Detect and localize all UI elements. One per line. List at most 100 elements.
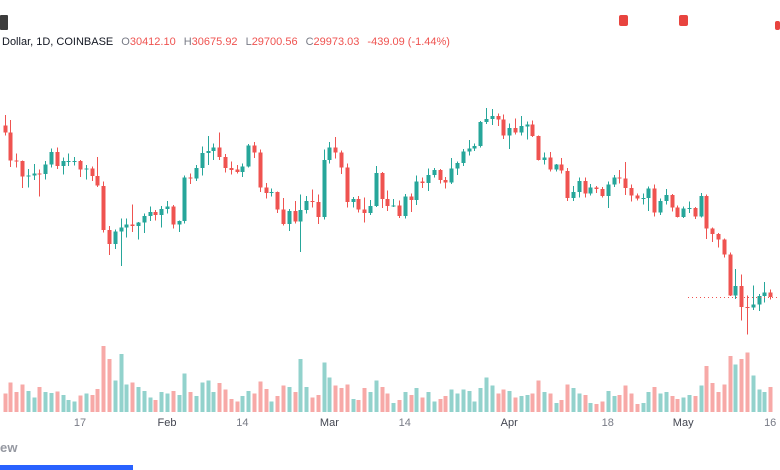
volume-bar <box>310 397 315 412</box>
volume-bar <box>455 393 460 412</box>
candle-body <box>182 177 187 221</box>
volume-bar <box>275 396 280 412</box>
volume-bar <box>235 401 240 412</box>
close-value: 29973.03 <box>313 36 360 48</box>
volume-bar <box>49 392 54 412</box>
candle-body <box>716 233 721 240</box>
candle-body <box>385 199 390 206</box>
candle-body <box>374 172 379 206</box>
volume-bar <box>206 380 211 412</box>
candle-body <box>368 206 373 214</box>
candle-body <box>449 168 454 183</box>
volume-bar <box>635 404 640 412</box>
candle-body <box>525 124 530 127</box>
candle-body <box>414 181 419 201</box>
candle-body <box>542 157 547 160</box>
volume-bar <box>142 390 147 412</box>
candle-body <box>275 192 280 210</box>
volume-bar <box>240 396 245 412</box>
volume-bar <box>646 392 651 412</box>
volume-bar <box>252 393 257 412</box>
volume-bar <box>623 385 628 412</box>
volume-bar <box>699 385 704 412</box>
volume-bar <box>461 389 466 412</box>
candle-body <box>472 145 477 149</box>
ohlc-close: C 29973.03 <box>306 36 360 48</box>
volume-bar <box>548 393 553 412</box>
candle-body <box>142 216 147 223</box>
time-axis-label: 16 <box>764 417 777 429</box>
volume-bar <box>345 384 350 412</box>
candle-body <box>513 127 518 133</box>
volume-bar <box>211 392 216 412</box>
volume-bar <box>467 390 472 412</box>
candle-body <box>762 292 767 296</box>
volume-bar <box>269 401 274 412</box>
volume-bar <box>374 380 379 412</box>
candle-body <box>710 228 715 234</box>
volume-bar <box>136 386 141 412</box>
candle-body <box>351 199 356 202</box>
candle-body <box>14 160 19 162</box>
low-label: L <box>245 36 252 48</box>
volume-bar <box>403 392 408 412</box>
candle-body <box>153 212 158 215</box>
ohlc-low: L 29700.56 <box>246 36 298 48</box>
candle-body <box>235 169 240 172</box>
time-axis-label: Mar <box>319 417 339 429</box>
candle-body <box>37 173 42 175</box>
candle-body <box>554 164 559 170</box>
volume-bar <box>629 393 634 412</box>
candle-body <box>84 168 89 170</box>
candle-body <box>269 192 274 193</box>
volume-bar <box>322 362 327 412</box>
candle-body <box>699 196 704 217</box>
candle-body <box>548 157 553 170</box>
time-axis-label: Feb <box>157 417 177 429</box>
volume-bar <box>293 392 298 412</box>
volume-bar <box>733 364 738 412</box>
volume-bar <box>519 396 524 412</box>
candle-body <box>211 147 216 152</box>
volume-bar <box>658 393 663 412</box>
volume-bar <box>264 388 269 412</box>
symbol-title[interactable]: Dollar, 1D, COINBASE <box>2 36 114 48</box>
candle-body <box>565 170 570 199</box>
candle-body <box>200 153 205 169</box>
time-axis[interactable]: 17 Feb 14 Mar 14 Apr 18 May 16 <box>0 417 780 431</box>
candle-body <box>426 174 431 184</box>
volume-bar <box>66 400 71 412</box>
candle-body <box>258 152 263 188</box>
volume-bar <box>577 393 582 412</box>
high-value: 30675.92 <box>191 36 238 48</box>
high-label: H <box>183 36 192 48</box>
volume-bar <box>90 394 95 412</box>
candle-body <box>32 173 37 176</box>
volume-bar <box>670 396 675 412</box>
candle-body <box>8 132 13 161</box>
volume-bar <box>490 385 495 412</box>
volume-bar <box>496 393 501 412</box>
volume-bar <box>159 392 164 412</box>
volume-bar <box>617 394 622 412</box>
candle-body <box>107 229 112 244</box>
volume-bar <box>600 401 605 412</box>
candle-body <box>61 160 66 167</box>
volume-bar <box>728 355 733 412</box>
volume-bar <box>55 391 60 412</box>
tradingview-logo[interactable]: ew <box>0 440 18 455</box>
candle-body <box>728 254 733 296</box>
candle-body <box>652 188 657 213</box>
volume-bar <box>478 388 483 412</box>
candle-body <box>3 125 8 133</box>
candle-body <box>409 196 414 201</box>
candle-body <box>629 187 634 196</box>
candle-body <box>635 195 640 199</box>
candle-body <box>739 286 744 307</box>
candle-body <box>507 127 512 136</box>
candle-body <box>194 168 199 179</box>
volume-bar <box>351 398 356 412</box>
volume-bar <box>101 346 106 412</box>
